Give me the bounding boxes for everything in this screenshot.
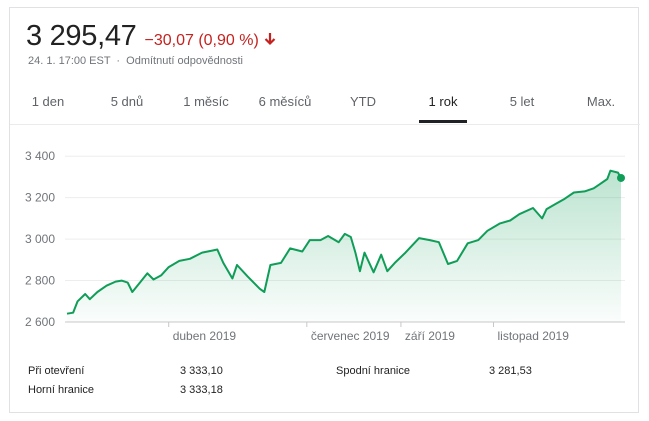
tab-1-month[interactable]: 1 měsíc xyxy=(183,94,229,109)
high-label: Horní hranice xyxy=(28,384,95,396)
range-tabs: 1 den 5 dnů 1 měsíc 6 měsíců YTD 1 rok 5… xyxy=(10,84,640,125)
x-tick-label: září 2019 xyxy=(405,329,455,343)
y-tick-label: 2 800 xyxy=(25,274,55,288)
tab-1-year[interactable]: 1 rok xyxy=(419,84,467,123)
x-tick-label: duben 2019 xyxy=(173,329,237,343)
open-value: 3 333,10 xyxy=(180,365,223,377)
tab-ytd[interactable]: YTD xyxy=(350,94,376,109)
current-price: 3 295,47 xyxy=(26,20,137,52)
x-tick-label: listopad 2019 xyxy=(498,329,570,343)
tab-5-years[interactable]: 5 let xyxy=(509,94,535,109)
timestamp: 24. 1. 17:00 EST xyxy=(28,55,111,67)
low-label: Spodní hranice xyxy=(336,365,410,377)
price-change: −30,07 (0,90 %) xyxy=(144,32,259,49)
open-label: Při otevření xyxy=(28,365,85,377)
low-value: 3 281,53 xyxy=(489,365,532,377)
x-tick-label: červenec 2019 xyxy=(311,329,390,343)
arrow-down-icon xyxy=(264,33,276,46)
y-tick-label: 2 600 xyxy=(25,315,55,329)
disclaimer-link[interactable]: Odmítnutí odpovědnosti xyxy=(126,55,243,67)
y-tick-label: 3 200 xyxy=(25,191,55,205)
tab-6-months[interactable]: 6 měsíců xyxy=(258,94,312,109)
tab-max[interactable]: Max. xyxy=(586,94,616,109)
price-row: 3 295,47 −30,07 (0,90 %) xyxy=(26,20,277,53)
price-chart: 2 600 2 800 3 000 3 200 3 400 duben 2019 červe… xyxy=(25,149,625,343)
timestamp-line: 24. 1. 17:00 EST · Odmítnutí odpovědnost… xyxy=(28,55,243,67)
y-tick-label: 3 000 xyxy=(25,232,55,246)
tab-1-day[interactable]: 1 den xyxy=(31,94,65,109)
high-value: 3 333,18 xyxy=(180,384,223,396)
last-price-dot xyxy=(617,173,625,182)
separator-dot: · xyxy=(116,55,121,67)
price-area xyxy=(67,170,621,322)
price-line xyxy=(66,169,622,315)
tab-5-days[interactable]: 5 dnů xyxy=(110,94,144,109)
y-tick-label: 3 400 xyxy=(25,149,55,163)
stock-card: 3 295,47 −30,07 (0,90 %) 24. 1. 17:00 ES… xyxy=(9,7,640,413)
